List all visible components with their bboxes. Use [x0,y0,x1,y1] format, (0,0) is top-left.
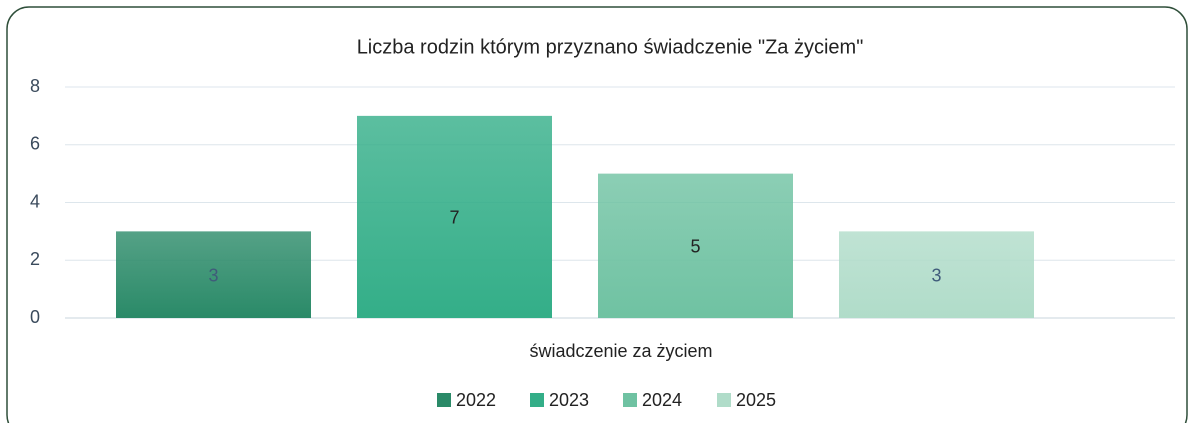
legend-swatch [717,393,731,407]
legend-label: 2023 [549,390,589,410]
legend-swatch [623,393,637,407]
legend-label: 2022 [456,390,496,410]
data-label: 3 [208,265,218,285]
chart-frame [6,6,1188,428]
data-label: 3 [931,265,941,285]
legend-label: 2024 [642,390,682,410]
bar [598,173,793,318]
bar [116,231,311,318]
y-tick-label: 2 [30,249,40,269]
legend-label: 2025 [736,390,776,410]
y-tick-label: 4 [30,191,40,211]
legend-swatch [530,393,544,407]
bar [357,115,552,318]
legend-swatch [437,393,451,407]
y-tick-label: 8 [30,76,40,96]
data-label: 5 [690,237,700,257]
data-label: 7 [449,208,459,228]
bar [839,231,1034,318]
y-tick-label: 0 [30,307,40,327]
x-axis-label: świadczenie za życiem [529,341,712,361]
y-tick-label: 6 [30,134,40,154]
chart-title: Liczba rodzin którym przyznano świadczen… [357,36,864,58]
